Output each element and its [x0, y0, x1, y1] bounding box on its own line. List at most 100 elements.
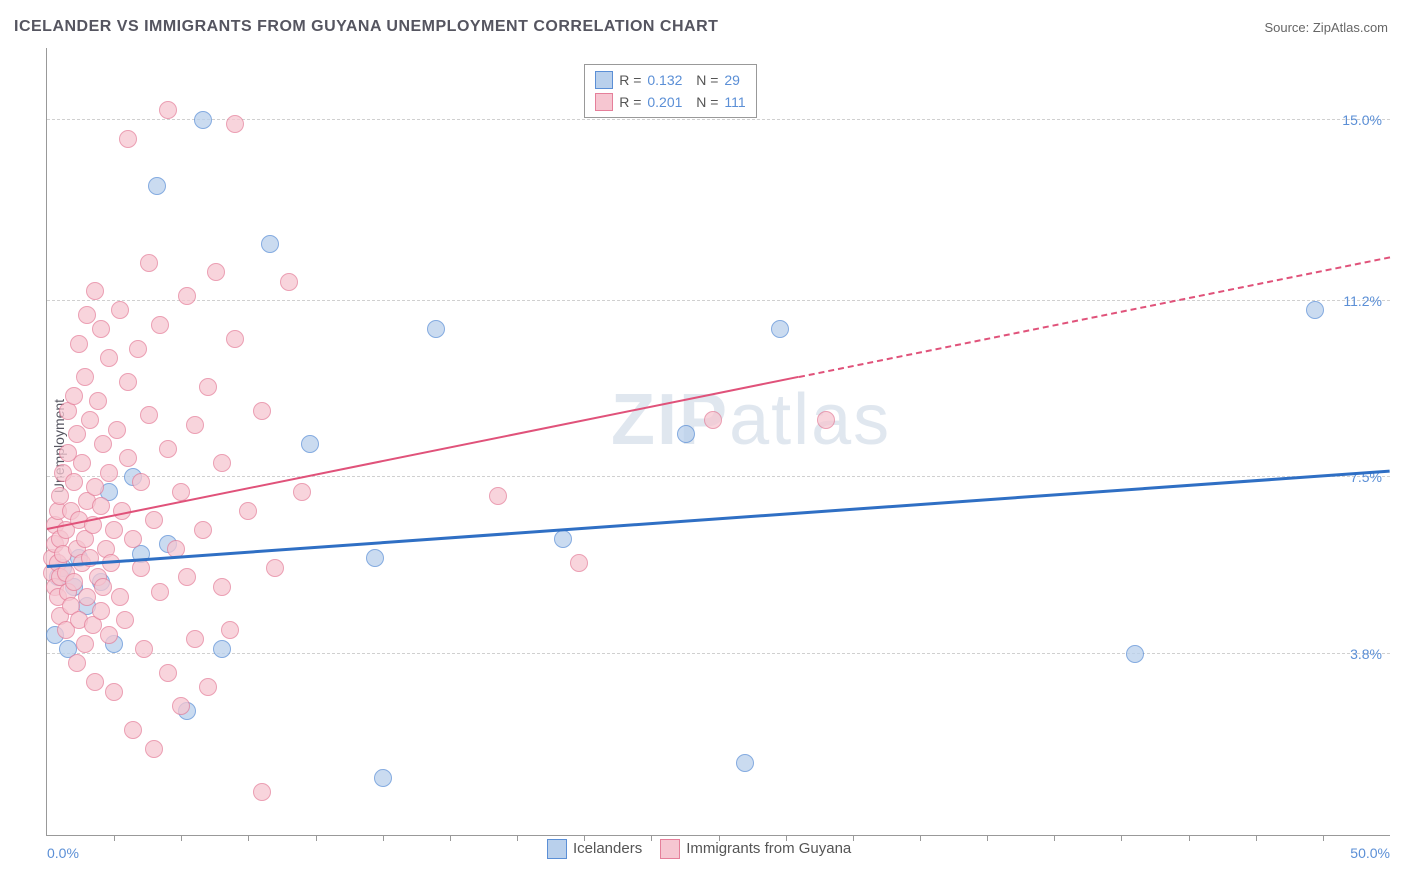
legend-row: R = 0.132 N = 29 [595, 69, 745, 91]
scatter-point [92, 602, 110, 620]
scatter-point [81, 411, 99, 429]
legend-item: Icelanders [547, 839, 642, 859]
x-tick [1323, 835, 1324, 841]
scatter-point [159, 440, 177, 458]
scatter-point [94, 578, 112, 596]
scatter-point [105, 683, 123, 701]
scatter-point [239, 502, 257, 520]
scatter-point [135, 640, 153, 658]
x-tick-label: 0.0% [47, 845, 79, 861]
scatter-point [68, 654, 86, 672]
scatter-point [86, 478, 104, 496]
legend-series-bottom: Icelanders Immigrants from Guyana [547, 839, 851, 859]
scatter-point [89, 392, 107, 410]
scatter-point [100, 626, 118, 644]
legend-item: Immigrants from Guyana [660, 839, 851, 859]
scatter-point [213, 454, 231, 472]
scatter-point [771, 320, 789, 338]
legend-r-value: 0.132 [647, 72, 682, 88]
scatter-point [366, 549, 384, 567]
scatter-point [119, 449, 137, 467]
scatter-point [105, 521, 123, 539]
scatter-point [253, 783, 271, 801]
scatter-point [199, 678, 217, 696]
y-tick-label: 15.0% [1342, 112, 1382, 128]
scatter-point [86, 673, 104, 691]
scatter-point [178, 568, 196, 586]
scatter-point [132, 473, 150, 491]
scatter-point [65, 473, 83, 491]
scatter-point [124, 530, 142, 548]
scatter-point [111, 588, 129, 606]
legend-swatch [660, 839, 680, 859]
scatter-point [207, 263, 225, 281]
gridline [47, 300, 1390, 301]
scatter-point [151, 316, 169, 334]
scatter-point [70, 335, 88, 353]
x-tick [316, 835, 317, 841]
scatter-point [226, 330, 244, 348]
scatter-point [178, 287, 196, 305]
scatter-point [704, 411, 722, 429]
scatter-point [78, 306, 96, 324]
scatter-point [736, 754, 754, 772]
scatter-point [280, 273, 298, 291]
legend-swatch [547, 839, 567, 859]
scatter-point [172, 483, 190, 501]
scatter-point [374, 769, 392, 787]
watermark-rest: atlas [729, 380, 891, 460]
scatter-point [145, 740, 163, 758]
scatter-point [266, 559, 284, 577]
gridline [47, 476, 1390, 477]
scatter-point [1306, 301, 1324, 319]
scatter-point [159, 664, 177, 682]
scatter-point [100, 464, 118, 482]
x-tick [1121, 835, 1122, 841]
legend-series-name: Icelanders [573, 840, 642, 857]
scatter-point [140, 254, 158, 272]
scatter-point [132, 559, 150, 577]
scatter-point [293, 483, 311, 501]
scatter-point [65, 573, 83, 591]
legend-series-name: Immigrants from Guyana [686, 840, 851, 857]
source-attribution: Source: ZipAtlas.com [1264, 20, 1388, 35]
x-tick [987, 835, 988, 841]
scatter-point [151, 583, 169, 601]
scatter-point [554, 530, 572, 548]
x-tick [181, 835, 182, 841]
x-tick [920, 835, 921, 841]
scatter-point [116, 611, 134, 629]
scatter-point [677, 425, 695, 443]
scatter-point [226, 115, 244, 133]
scatter-point [94, 435, 112, 453]
scatter-point [148, 177, 166, 195]
x-tick [450, 835, 451, 841]
scatter-point [92, 497, 110, 515]
x-tick [248, 835, 249, 841]
scatter-point [129, 340, 147, 358]
scatter-point [100, 349, 118, 367]
gridline [47, 653, 1390, 654]
scatter-point [140, 406, 158, 424]
x-tick [114, 835, 115, 841]
scatter-point [73, 454, 91, 472]
y-tick-label: 11.2% [1343, 293, 1382, 309]
scatter-point [221, 621, 239, 639]
scatter-point [119, 373, 137, 391]
scatter-point [68, 425, 86, 443]
x-tick-label: 50.0% [1350, 845, 1390, 861]
scatter-point [111, 301, 129, 319]
scatter-point [1126, 645, 1144, 663]
gridline [47, 119, 1390, 120]
legend-n-label: N = [688, 72, 718, 88]
scatter-point [489, 487, 507, 505]
scatter-point [817, 411, 835, 429]
watermark: ZIPatlas [611, 379, 891, 461]
scatter-point [145, 511, 163, 529]
scatter-point [194, 111, 212, 129]
trend-line [799, 256, 1390, 378]
scatter-point [253, 402, 271, 420]
scatter-point [213, 578, 231, 596]
scatter-point [65, 387, 83, 405]
scatter-point [76, 368, 94, 386]
